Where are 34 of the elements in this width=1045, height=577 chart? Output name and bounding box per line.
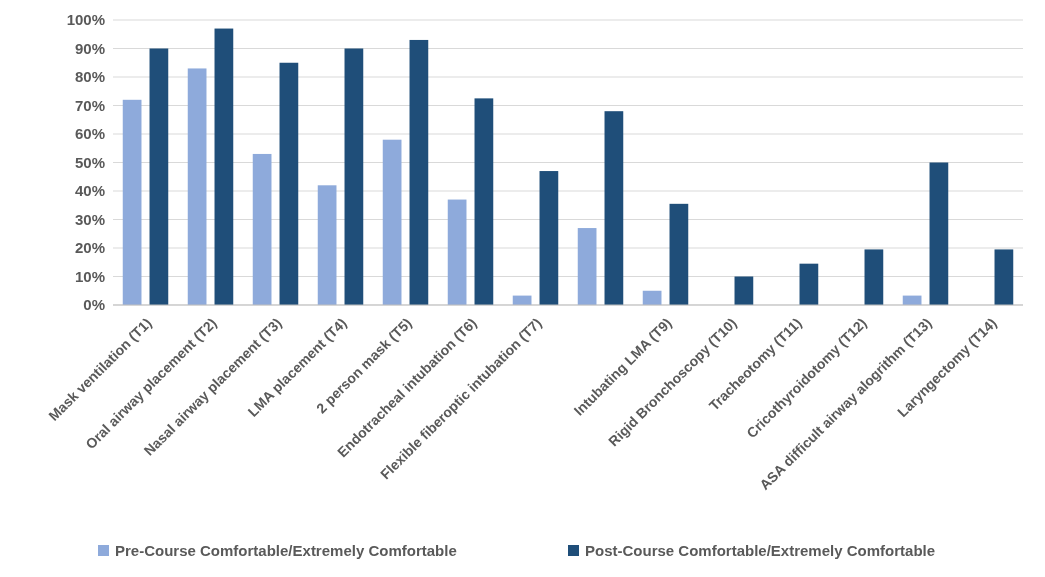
- bar: [539, 171, 559, 305]
- bar: [122, 99, 142, 305]
- bar: [604, 111, 624, 305]
- y-tick-label: 0%: [83, 296, 105, 314]
- bar: [187, 68, 207, 305]
- bar: [474, 98, 494, 305]
- y-tick-label: 50%: [74, 153, 105, 171]
- bar: [734, 276, 754, 305]
- bar: [994, 249, 1014, 305]
- bar: [214, 28, 234, 305]
- y-tick-label: 20%: [74, 239, 105, 257]
- bar: [929, 162, 949, 305]
- bar: [382, 139, 402, 305]
- bar: [409, 39, 429, 305]
- y-tick-label: 90%: [74, 39, 105, 57]
- bar: [252, 153, 272, 305]
- bar: [577, 228, 597, 305]
- bar: [149, 48, 169, 305]
- bar: [279, 62, 299, 305]
- bar: [799, 263, 819, 305]
- bar: [864, 249, 884, 305]
- y-tick-label: 30%: [74, 210, 105, 228]
- bar: [447, 199, 467, 305]
- y-tick-label: 60%: [74, 125, 105, 143]
- legend-label: Post-Course Comfortable/Extremely Comfortable: [585, 542, 936, 560]
- y-tick-label: 10%: [74, 267, 105, 285]
- y-tick-label: 70%: [74, 96, 105, 114]
- bar: [669, 203, 689, 305]
- y-tick-label: 40%: [74, 182, 105, 200]
- bar: [317, 185, 337, 305]
- y-tick-label: 100%: [66, 11, 105, 29]
- legend-label: Pre-Course Comfortable/Extremely Comfortable: [115, 542, 457, 560]
- bar: [344, 48, 364, 305]
- y-tick-label: 80%: [74, 68, 105, 86]
